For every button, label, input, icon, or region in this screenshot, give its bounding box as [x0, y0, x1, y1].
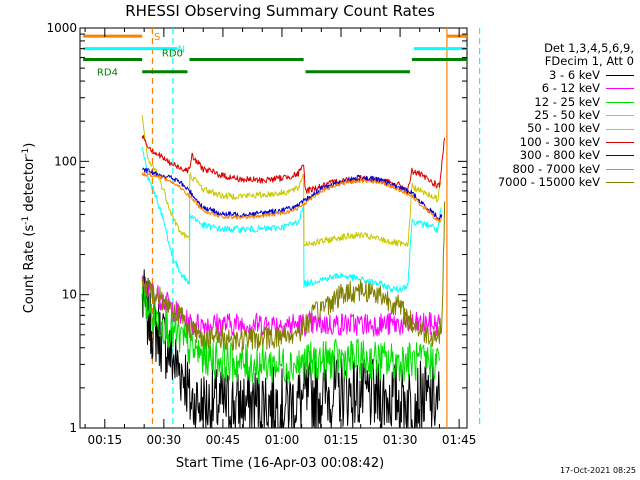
- legend-entry-label: 100 - 300 keV: [519, 134, 600, 149]
- legend-entry-label: 12 - 25 keV: [534, 94, 600, 109]
- legend-swatch: [606, 142, 634, 144]
- x-tick-label: 00:45: [206, 433, 241, 447]
- x-tick-label: 01:30: [383, 433, 418, 447]
- y-axis-label: Count Rate (s-1 detector-1): [21, 143, 37, 314]
- legend-entry: 12 - 25 keV: [498, 94, 634, 109]
- flag-label: RD0: [162, 49, 183, 60]
- legend-entry-label: 800 - 7000 keV: [512, 161, 600, 176]
- legend-entry: 7000 - 15000 keV: [497, 175, 634, 190]
- x-axis-label: Start Time (16-Apr-03 00:08:42): [176, 456, 384, 471]
- x-axis-ticks: 00:15 00:30 00:45 01:00 01:15 01:30 01:45: [84, 28, 477, 447]
- legend-entry-label: 7000 - 15000 keV: [497, 175, 600, 190]
- legend-entries: 3 - 6 keV 6 - 12 keV 12 - 25 keV 25 - 50 ke…: [497, 67, 634, 190]
- flag-label: RD4: [97, 68, 118, 79]
- series-line-3: [141, 147, 442, 293]
- legend-swatch: [606, 101, 634, 103]
- legend-entry: 3 - 6 keV: [498, 67, 634, 82]
- flag-label: S: [154, 32, 160, 43]
- legend-entry: 100 - 300 keV: [498, 134, 634, 149]
- legend-entry-label: 25 - 50 keV: [534, 108, 600, 123]
- series-line-4: [141, 115, 442, 247]
- y-tick-label: 100: [54, 154, 77, 168]
- y-tick-label: 10: [62, 288, 77, 302]
- legend-swatch: [606, 182, 634, 184]
- legend-header-line-1: Det 1,3,4,5,6,9,: [544, 41, 634, 55]
- generation-timestamp: 17-Oct-2021 08:25: [560, 466, 636, 475]
- series-lines: [141, 115, 446, 429]
- series-line-8: [141, 201, 446, 351]
- x-tick-label: 01:00: [265, 433, 300, 447]
- x-tick-label: 00:30: [147, 433, 182, 447]
- legend-swatch: [606, 168, 634, 170]
- legend-entry: 50 - 100 keV: [498, 122, 634, 135]
- series-line-5: [141, 134, 446, 194]
- x-tick-label: 01:45: [442, 433, 477, 447]
- legend-swatch: [606, 115, 634, 117]
- legend-entry: 300 - 800 keV: [498, 148, 634, 163]
- legend-swatch: [606, 88, 634, 90]
- axes-frame: [79, 27, 468, 429]
- legend-entry-label: 300 - 800 keV: [519, 148, 600, 163]
- legend-swatch: [606, 155, 634, 157]
- legend-entry-label: 50 - 100 keV: [527, 121, 600, 136]
- x-tick-label: 01:15: [324, 433, 359, 447]
- chart-title: RHESSI Observing Summary Count Rates: [125, 2, 435, 20]
- x-tick-label: 00:15: [88, 433, 123, 447]
- legend-header-line-2: FDecim 1, Att 0: [544, 54, 634, 69]
- series-line-2: [141, 285, 440, 385]
- chart-legend: Det 1,3,4,5,6,9, FDecim 1, Att 0 3 - 6 k…: [497, 41, 634, 190]
- flag-label: N: [178, 45, 185, 56]
- y-tick-label: 1: [69, 421, 77, 435]
- y-axis-ticks: 1 10 100 1000: [46, 21, 467, 435]
- legend-swatch: [606, 128, 634, 130]
- y-tick-label: 1000: [46, 21, 77, 35]
- legend-entry: 25 - 50 keV: [498, 108, 634, 123]
- legend-entry-label: 6 - 12 keV: [541, 81, 600, 96]
- series-line-7: [141, 172, 443, 223]
- legend-swatch: [606, 75, 634, 77]
- series-line-0: [141, 269, 440, 429]
- legend-entry: 800 - 7000 keV: [498, 161, 634, 176]
- legend-entry: 6 - 12 keV: [498, 81, 634, 96]
- legend-entry-label: 3 - 6 keV: [549, 67, 600, 82]
